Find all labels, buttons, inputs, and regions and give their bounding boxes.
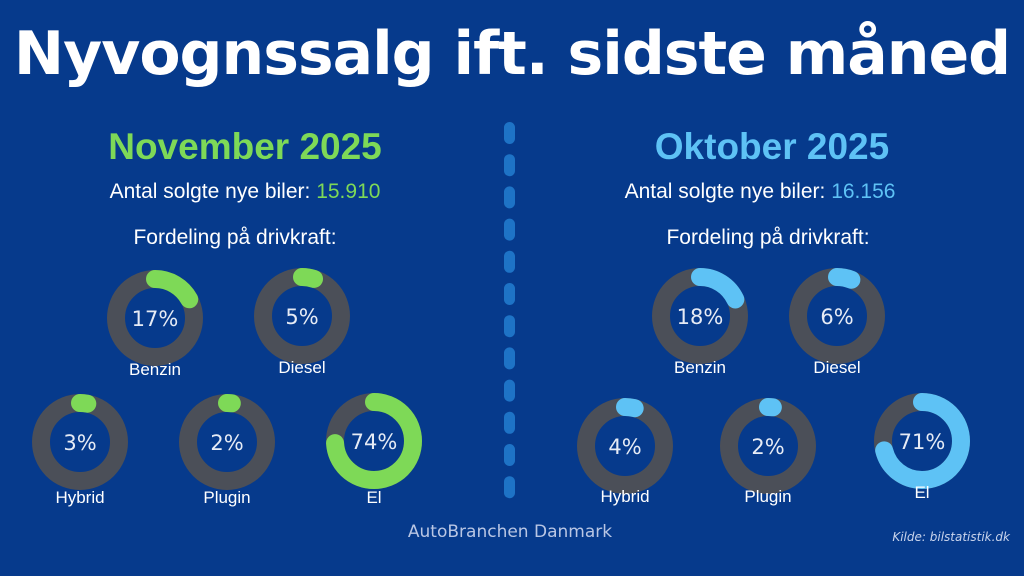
- november-hybrid-value-label: 3%: [63, 431, 96, 455]
- november-sold-line: Antal solgte nye biler: 15.910: [35, 178, 455, 206]
- oktober-benzin-value-label: 18%: [677, 305, 724, 329]
- divider-dash: [504, 379, 515, 402]
- divider-dash: [504, 411, 515, 434]
- november-diesel-value-label: 5%: [285, 305, 318, 329]
- oktober-diesel-arc: [789, 268, 885, 364]
- november-el-value-label: 74%: [351, 430, 398, 454]
- divider-dash: [504, 154, 515, 177]
- divider-dash: [504, 218, 515, 241]
- oktober-el-arc: [874, 393, 970, 489]
- divider-dash: [504, 283, 515, 305]
- november-hybrid-arc: [32, 394, 128, 490]
- page-title: Nyvognssalg ift. sidste måned: [13, 19, 1011, 89]
- oktober-dist-label: Fordeling på drivkraft:: [666, 226, 870, 249]
- footer-credit: AutoBranchen Danmark: [407, 522, 613, 542]
- oktober-benzin-category-label: Benzin: [674, 358, 726, 377]
- november-benzin-arc: [107, 270, 203, 366]
- november-sold-value: 15.910: [316, 180, 381, 203]
- oktober-plugin-value-label: 2%: [751, 435, 784, 459]
- oktober-sold-line: Antal solgte nye biler: 16.156: [550, 178, 970, 206]
- oktober-hybrid-category-label: Hybrid: [600, 487, 649, 506]
- november-dist-label: Fordeling på drivkraft:: [133, 226, 337, 249]
- oktober-hybrid-value-label: 4%: [608, 435, 641, 459]
- oktober-el-value-label: 71%: [899, 430, 946, 454]
- november-plugin-value-label: 2%: [210, 431, 243, 455]
- oktober-plugin-category-label: Plugin: [744, 487, 791, 506]
- november-sold-label: Antal solgte nye biler:: [109, 180, 311, 203]
- oktober-diesel-category-label: Diesel: [813, 358, 860, 377]
- november-plugin-category-label: Plugin: [203, 488, 250, 507]
- november-benzin-category-label: Benzin: [129, 360, 181, 379]
- oktober-diesel-value-label: 6%: [820, 305, 853, 329]
- divider-dash: [504, 186, 515, 209]
- divider-dash: [504, 250, 515, 273]
- november-benzin-value-label: 17%: [132, 307, 179, 331]
- oktober-sold-value: 16.156: [831, 180, 896, 203]
- divider-dash: [504, 476, 515, 499]
- source-note: Kilde: bilstatistik.dk: [892, 530, 1010, 544]
- divider-dash: [504, 122, 515, 144]
- oktober-benzin-arc: [652, 268, 748, 364]
- november-el-arc: [326, 393, 422, 489]
- november-heading: November 2025: [108, 126, 382, 167]
- november-plugin-arc: [179, 394, 275, 490]
- november-diesel-category-label: Diesel: [278, 358, 325, 377]
- november-el-category-label: El: [366, 488, 381, 507]
- oktober-hybrid-arc: [577, 398, 673, 494]
- oktober-sold-label: Antal solgte nye biler:: [624, 180, 826, 203]
- divider-dash: [504, 315, 515, 338]
- oktober-plugin-arc: [720, 398, 816, 494]
- divider-dash: [504, 444, 515, 466]
- oktober-el-category-label: El: [914, 483, 929, 502]
- november-diesel-arc: [254, 268, 350, 364]
- oktober-heading: Oktober 2025: [654, 126, 890, 167]
- divider-dash: [504, 347, 515, 370]
- november-hybrid-category-label: Hybrid: [55, 488, 104, 507]
